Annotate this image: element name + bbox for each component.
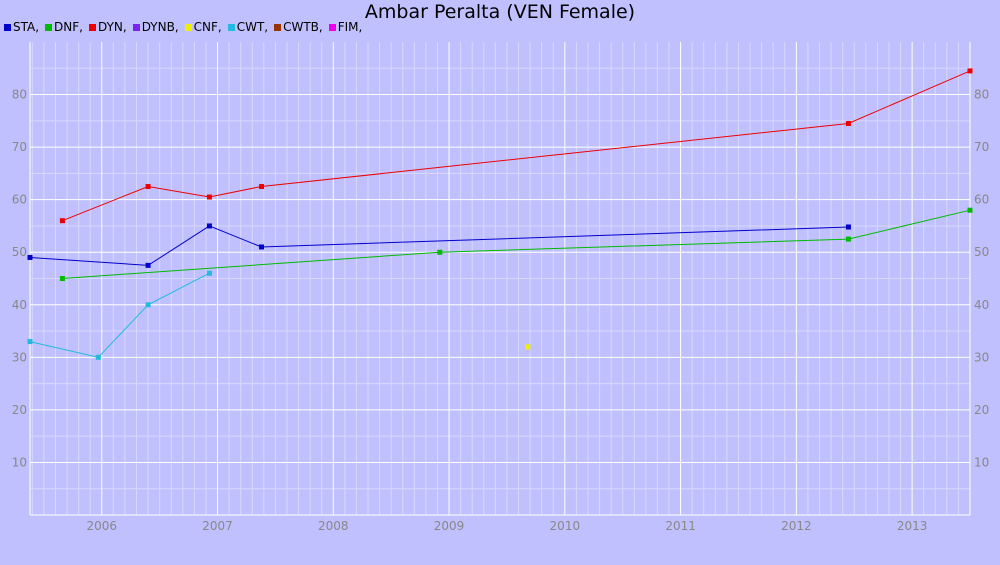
y-tick-label-right: 30 bbox=[974, 350, 989, 364]
x-tick-label: 2011 bbox=[665, 519, 696, 533]
data-point-sta bbox=[259, 244, 265, 250]
x-tick-label: 2010 bbox=[550, 519, 581, 533]
series-line-dnf bbox=[62, 209, 971, 279]
data-point-dnf bbox=[845, 236, 851, 242]
legend-label: DYNB, bbox=[141, 20, 179, 34]
data-point-cwt bbox=[206, 270, 212, 276]
data-point-sta bbox=[27, 254, 33, 260]
minor-grid bbox=[30, 42, 970, 515]
legend-swatch bbox=[132, 23, 140, 31]
y-tick-label-left: 50 bbox=[12, 245, 27, 259]
x-tick-label: 2009 bbox=[434, 519, 465, 533]
major-grid bbox=[30, 42, 970, 515]
x-tick-label: 2008 bbox=[318, 519, 349, 533]
series-line-dyn bbox=[62, 70, 971, 222]
legend-label: CWT, bbox=[236, 20, 269, 34]
chart-legend: STA, DNF, DYN, DYNB, CNF, CWT, CWTB, FIM, bbox=[4, 20, 368, 34]
legend-item-dyn: DYN, bbox=[88, 20, 127, 34]
data-point-cwt bbox=[145, 302, 151, 308]
y-tick-label-right: 80 bbox=[974, 88, 989, 102]
series-lines bbox=[29, 70, 971, 358]
y-tick-label-left: 10 bbox=[12, 455, 27, 469]
legend-item-dynb: DYNB, bbox=[132, 20, 179, 34]
y-tick-label-right: 10 bbox=[974, 455, 989, 469]
x-tick-label: 2006 bbox=[86, 519, 117, 533]
y-tick-label-left: 60 bbox=[12, 193, 27, 207]
legend-label: STA, bbox=[13, 20, 40, 34]
data-point-cwt bbox=[95, 354, 101, 360]
legend-label: DNF, bbox=[54, 20, 83, 34]
legend-swatch bbox=[4, 23, 11, 31]
series-points bbox=[27, 68, 973, 360]
y-tick-label-left: 20 bbox=[12, 403, 27, 417]
legend-item-cwt: CWT, bbox=[227, 20, 269, 34]
data-point-sta bbox=[206, 223, 212, 229]
data-point-dnf bbox=[59, 276, 65, 281]
y-tick-label-right: 50 bbox=[974, 245, 989, 259]
legend-item-sta: STA, bbox=[4, 20, 39, 34]
data-point-dyn bbox=[145, 184, 151, 190]
x-tick-label: 2012 bbox=[781, 519, 812, 533]
legend-label: CNF, bbox=[193, 20, 222, 34]
legend-swatch bbox=[88, 23, 96, 31]
y-tick-label-left: 40 bbox=[12, 298, 27, 312]
legend-item-dnf: DNF, bbox=[45, 20, 83, 34]
y-tick-label-left: 70 bbox=[12, 140, 27, 154]
data-point-sta bbox=[845, 224, 851, 230]
chart-title: Ambar Peralta (VEN Female) bbox=[364, 1, 636, 23]
axes bbox=[29, 42, 971, 516]
data-point-cnf bbox=[525, 344, 531, 350]
data-point-sta bbox=[145, 262, 151, 268]
y-tick-label-left: 80 bbox=[12, 88, 27, 102]
legend-swatch bbox=[227, 23, 235, 31]
y-tick-label-left: 30 bbox=[12, 350, 27, 364]
legend-label: DYN, bbox=[97, 20, 127, 34]
data-point-dyn bbox=[967, 68, 973, 74]
legend-label: FIM, bbox=[337, 20, 363, 34]
y-tick-label-right: 20 bbox=[974, 403, 989, 417]
legend-swatch bbox=[45, 23, 53, 31]
data-point-dnf bbox=[967, 207, 973, 213]
data-point-dyn bbox=[59, 218, 65, 224]
data-point-dyn bbox=[206, 194, 212, 200]
x-tick-label: 2013 bbox=[897, 519, 928, 533]
legend-label: CWTB, bbox=[283, 20, 323, 34]
legend-swatch bbox=[274, 23, 282, 31]
x-tick-label: 2007 bbox=[202, 519, 233, 533]
legend-swatch bbox=[184, 23, 192, 31]
data-point-cwt bbox=[27, 339, 33, 345]
tick-labels: 10 10 20 20 30 30 40 40 50 50 60 60 70 70 80 80 2006 2007… bbox=[12, 88, 990, 533]
y-tick-label-right: 70 bbox=[974, 140, 989, 154]
y-tick-label-right: 40 bbox=[974, 298, 989, 312]
data-point-dyn bbox=[845, 120, 851, 126]
series-line-cwt bbox=[29, 272, 210, 358]
y-tick-label-right: 60 bbox=[974, 193, 989, 207]
legend-item-cwtb: CWTB, bbox=[274, 20, 323, 34]
legend-item-fim: FIM, bbox=[328, 20, 363, 34]
legend-item-cnf: CNF, bbox=[184, 20, 222, 34]
data-point-dnf bbox=[437, 249, 443, 255]
data-point-dyn bbox=[259, 184, 265, 190]
legend-swatch bbox=[328, 23, 336, 31]
